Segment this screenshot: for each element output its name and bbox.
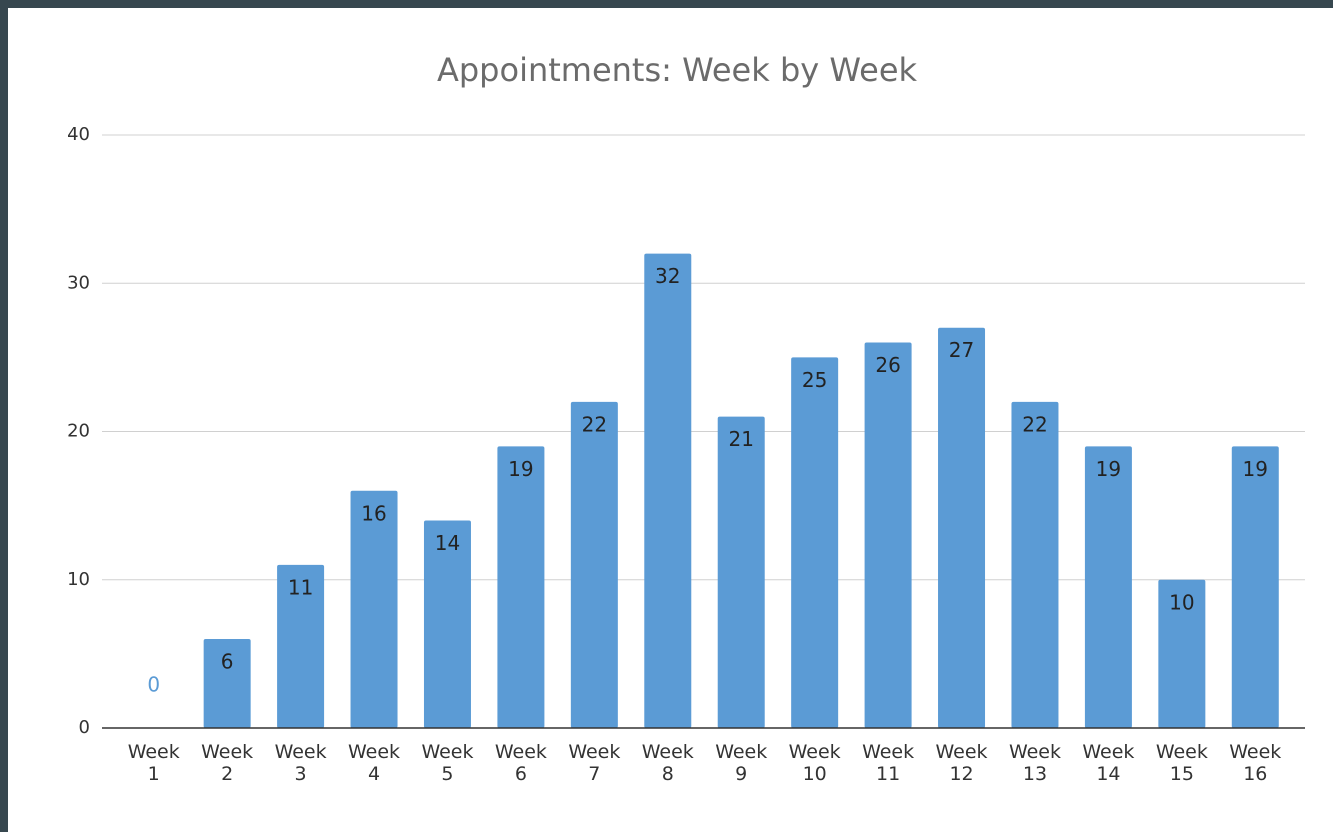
data-label: 16 xyxy=(361,501,386,525)
x-tick-label: Week 9 xyxy=(715,741,768,785)
data-label: 26 xyxy=(875,353,900,377)
data-label: 19 xyxy=(1243,457,1268,481)
data-label: 11 xyxy=(288,575,313,599)
bar xyxy=(1158,579,1206,728)
x-tick-label: Week 3 xyxy=(274,741,327,785)
data-label: 14 xyxy=(435,531,460,555)
x-tick-label: Week 13 xyxy=(1008,741,1061,785)
x-tick-label: Week 1 xyxy=(127,741,180,785)
bar xyxy=(570,401,618,728)
data-label: 19 xyxy=(1096,457,1121,481)
bar xyxy=(277,564,325,728)
y-tick-label: 10 xyxy=(67,569,90,590)
y-tick-label: 30 xyxy=(67,272,90,293)
bar xyxy=(423,520,471,728)
bar xyxy=(1011,401,1059,728)
x-tick-label: Week 5 xyxy=(421,741,474,785)
x-tick-label: Week 12 xyxy=(935,741,988,785)
bar xyxy=(791,357,839,728)
bar xyxy=(938,327,986,728)
data-label: 10 xyxy=(1169,590,1194,614)
bar xyxy=(203,639,251,728)
y-tick-label: 40 xyxy=(67,124,90,145)
bar xyxy=(644,253,692,728)
bar xyxy=(864,342,912,728)
data-label: 22 xyxy=(582,412,607,436)
data-label: 32 xyxy=(655,264,680,288)
x-tick-label: Week 6 xyxy=(494,741,547,785)
bar xyxy=(497,446,545,728)
data-label: 6 xyxy=(221,650,234,674)
data-label: 25 xyxy=(802,368,827,392)
x-tick-label: Week 11 xyxy=(862,741,915,785)
bar xyxy=(1084,446,1132,728)
x-tick-label: Week 7 xyxy=(568,741,621,785)
y-tick-label: 0 xyxy=(79,717,90,738)
x-tick-label: Week 8 xyxy=(641,741,694,785)
chart-title: Appointments: Week by Week xyxy=(437,51,918,89)
x-tick-label: Week 16 xyxy=(1229,741,1282,785)
bar xyxy=(1231,446,1279,728)
data-label: 21 xyxy=(728,427,753,451)
x-tick-label: Week 10 xyxy=(788,741,841,785)
x-tick-label: Week 2 xyxy=(201,741,254,785)
x-tick-label: Week 14 xyxy=(1082,741,1135,785)
data-label: 27 xyxy=(949,338,974,362)
x-tick-label: Week 4 xyxy=(348,741,401,785)
bar xyxy=(350,490,398,728)
data-label: 0 xyxy=(147,673,160,697)
data-label: 19 xyxy=(508,457,533,481)
data-label: 22 xyxy=(1022,412,1047,436)
x-tick-label: Week 15 xyxy=(1155,741,1208,785)
bar xyxy=(717,416,765,728)
y-tick-label: 20 xyxy=(67,421,90,442)
